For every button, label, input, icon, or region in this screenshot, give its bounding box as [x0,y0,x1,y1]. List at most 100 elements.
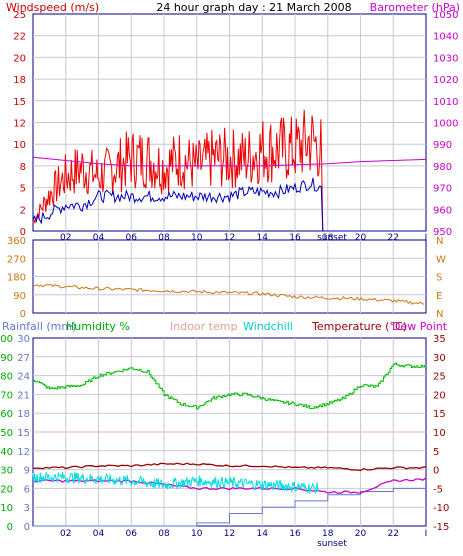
humidity-ticks: 0 10 20 30 40 50 60 70 80 90 100 [0,334,13,533]
rain-tick-label: 24 [17,372,30,383]
rain-tick-label: 27 [17,353,30,364]
barometer-tick-label: 980 [433,162,452,173]
wind-tick-label: 5 [20,184,26,195]
barometer-axis-label: Barometer (hPa) [370,1,460,14]
humidity-tick-label: 20 [0,484,13,495]
wind-direction-line [32,283,425,305]
hour-tick-label: 18 [322,233,334,243]
dew-point-label: Dew Point [392,320,448,333]
rain-tick-label: 3 [24,503,30,514]
humidity-tick-label: 70 [0,390,13,401]
rain-tick-label: 0 [24,522,30,533]
direction-series [32,283,425,305]
humidity-tick-label: 50 [0,428,13,439]
hour-tick-label: 12 [224,529,235,539]
temperature-line [32,462,427,472]
wind-tick-label: 8 [20,162,26,173]
temp-tick-label: 30 [433,353,446,364]
direction-tick-label: 0 [20,309,26,320]
hour-end-tick: I [425,233,428,243]
temp-tick-label: -10 [433,503,449,514]
rain-tick-label: 15 [17,428,30,439]
hour-tick-label: 18 [322,529,334,539]
wind-tick-label: 0 [20,227,26,238]
indoor-temp-label: Indoor temp [170,320,237,333]
barometer-tick-label: 1030 [433,53,458,64]
sunset-label-bottom: sunset [317,539,347,549]
barometer-tick-label: 1000 [433,119,458,130]
humidity-tick-label: 30 [0,466,13,477]
barometer-right-ticks: 950 960 970 980 990 1000 1010 1020 1030 1040 1050 [433,10,458,238]
wind-tick-label: 22 [13,32,26,43]
humidity-tick-label: 0 [7,522,13,533]
windchill-line [32,471,320,494]
temp-series [32,362,427,527]
chart-title: 24 hour graph day : 21 March 2008 [156,1,351,14]
wind-x-ticks: 02 04 06 08 10 12 14 16 18 20 22 I [60,233,427,243]
temp-tick-label: 35 [433,334,446,345]
hour-tick-label: 04 [93,233,105,243]
direction-tick-label: 360 [7,236,26,247]
wind-tick-label: 2 [20,205,26,216]
compass-tick-label: N [436,309,443,320]
humidity-tick-label: 40 [0,447,13,458]
rainfall-line [33,487,426,527]
wind-tick-label: 18 [13,75,26,86]
compass-tick-label: W [436,254,446,265]
humidity-label: Humidity % [66,320,130,333]
windchill-label: Windchill [243,320,293,333]
hour-tick-label: 06 [126,529,138,539]
rain-ticks: 0 3 6 9 12 15 18 21 24 27 30 [17,334,30,533]
direction-panel-grid [33,240,426,313]
barometer-line [32,156,427,167]
rain-tick-label: 12 [17,447,30,458]
rain-tick-label: 18 [17,409,30,420]
direction-left-ticks: 0 90 180 270 360 [7,236,26,320]
rain-tick-label: 30 [17,334,30,345]
temp-tick-label: 5 [433,447,439,458]
temp-tick-label: 15 [433,409,446,420]
direction-tick-label: 180 [7,273,26,284]
humidity-tick-label: 60 [0,409,13,420]
hour-tick-label: 22 [388,233,399,243]
hour-tick-label: 16 [289,233,301,243]
hour-end-tick: I [425,529,428,539]
temp-tick-label: 25 [433,372,446,383]
humidity-tick-label: 80 [0,372,13,383]
temp-tick-label: 0 [433,466,439,477]
wind-panel-grid [33,14,426,231]
windspeed-line [32,109,324,232]
sunset-label: sunset [317,233,347,243]
hour-tick-label: 10 [191,233,203,243]
rainfall-label: Rainfall (mm) [2,320,76,333]
compass-tick-label: E [436,291,442,302]
temp-tick-label: -5 [433,484,443,495]
hour-tick-label: 22 [388,529,399,539]
hour-tick-label: 12 [224,233,235,243]
humidity-tick-label: 90 [0,353,13,364]
temp-x-ticks: 02 04 06 08 10 12 14 16 18 20 22 I [60,529,427,539]
wind-tick-label: 10 [13,140,26,151]
temp-tick-label: 20 [433,390,446,401]
temp-panel-grid [33,338,426,526]
hour-tick-label: 02 [60,233,71,243]
hour-tick-label: 14 [257,233,269,243]
humidity-tick-label: 10 [0,503,13,514]
barometer-tick-label: 990 [433,140,452,151]
barometer-tick-label: 1050 [433,10,458,21]
direction-tick-label: 270 [7,254,26,265]
rain-tick-label: 21 [17,390,30,401]
hour-tick-label: 08 [158,529,170,539]
humidity-line [33,362,425,410]
barometer-tick-label: 950 [433,227,452,238]
barometer-tick-label: 960 [433,205,452,216]
hour-tick-label: 04 [93,529,105,539]
hour-tick-label: 06 [126,233,138,243]
rain-tick-label: 9 [24,466,30,477]
hour-tick-label: 08 [158,233,170,243]
hour-tick-label: 16 [289,529,301,539]
hour-tick-label: 20 [355,233,367,243]
